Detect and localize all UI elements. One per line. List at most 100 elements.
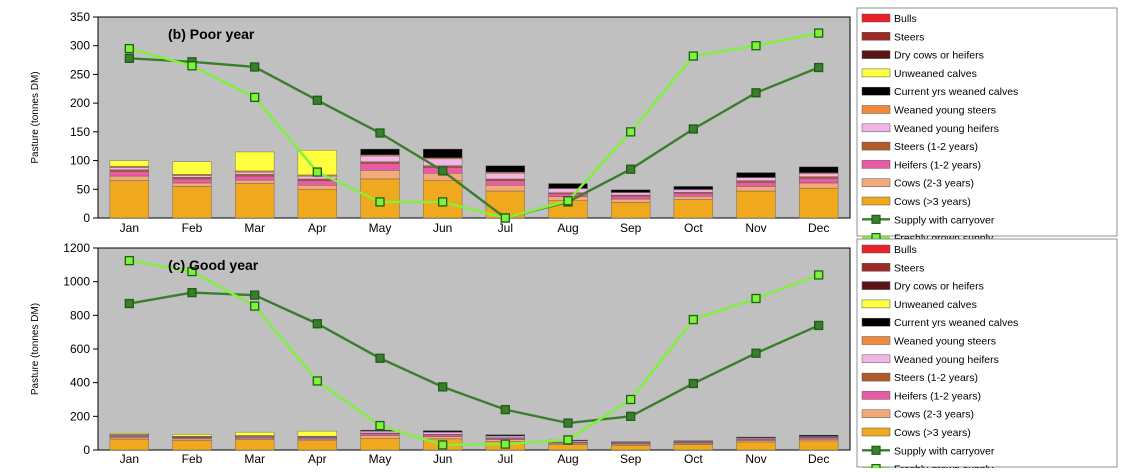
bar-steers-1-2-years: [799, 177, 838, 179]
bar-heifers-1-2-years: [361, 434, 400, 436]
point-freshly-grown-supply: [125, 45, 133, 53]
bar-current-yrs-weaned-calves: [361, 149, 400, 155]
y-tick-label: 800: [70, 308, 90, 322]
bar-cows-3-years: [611, 445, 650, 450]
bar-current-yrs-weaned-calves: [799, 435, 838, 436]
point-freshly-grown-supply: [188, 62, 196, 70]
legend-swatch: [862, 337, 890, 345]
bar-heifers-1-2-years: [361, 163, 400, 170]
legend-swatch: [862, 428, 890, 436]
point-freshly-grown-supply: [439, 198, 447, 206]
y-tick-label: 1200: [63, 241, 90, 255]
bar-current-yrs-weaned-calves: [674, 441, 713, 442]
bar-heifers-1-2-years: [110, 436, 149, 437]
legend-entry: Bulls: [894, 13, 917, 25]
bar-cows-2-3-years: [235, 438, 274, 439]
chart-title: (c) Good year: [168, 257, 259, 273]
y-tick-label: 150: [70, 125, 90, 139]
bar-unweaned-calves: [235, 152, 274, 171]
legend-entry: Cows (>3 years): [894, 196, 971, 208]
bar-steers-1-2-years: [235, 174, 274, 176]
bar-weaned-young-heifers: [674, 190, 713, 192]
legend-swatch: [862, 355, 890, 363]
point-supply-with-carryover: [627, 412, 635, 420]
legend-swatch: [862, 106, 890, 114]
y-tick-label: 100: [70, 154, 90, 168]
y-axis-label: Pasture (tonnes DM): [30, 71, 41, 163]
bar-weaned-young-heifers: [423, 432, 462, 434]
point-freshly-grown-supply: [376, 198, 384, 206]
bar-cows-2-3-years: [486, 185, 525, 191]
point-freshly-grown-supply: [815, 271, 823, 279]
bar-cows-3-years: [799, 188, 838, 218]
point-freshly-grown-supply: [815, 29, 823, 37]
bar-current-yrs-weaned-calves: [486, 435, 525, 436]
y-tick-label: 200: [70, 409, 90, 423]
bar-unweaned-calves: [110, 161, 149, 167]
point-supply-with-carryover: [815, 321, 823, 329]
point-freshly-grown-supply: [125, 257, 133, 265]
x-tick-label: Aug: [557, 221, 578, 235]
bar-cows-2-3-years: [611, 199, 650, 202]
point-freshly-grown-supply: [689, 316, 697, 324]
bar-current-yrs-weaned-calves: [737, 437, 776, 438]
bar-heifers-1-2-years: [486, 438, 525, 439]
legend-entry: Steers (1-2 years): [894, 372, 978, 384]
legend-entry: Cows (2-3 years): [894, 178, 974, 190]
bar-cows-3-years: [361, 438, 400, 450]
bar-unweaned-calves: [173, 162, 212, 175]
x-tick-label: Mar: [244, 221, 265, 235]
plot-area: [98, 248, 850, 450]
bar-cows-2-3-years: [298, 439, 337, 441]
point-freshly-grown-supply: [313, 377, 321, 385]
bar-cows-3-years: [298, 189, 337, 218]
bar-cows-2-3-years: [110, 437, 149, 439]
bar-heifers-1-2-years: [235, 176, 274, 180]
point-freshly-grown-supply: [689, 52, 697, 60]
point-supply-with-carryover: [752, 349, 760, 357]
point-supply-with-carryover: [251, 63, 259, 71]
x-tick-label: Apr: [308, 452, 327, 466]
point-supply-with-carryover: [501, 406, 509, 414]
bar-heifers-1-2-years: [423, 435, 462, 437]
bar-cows-2-3-years: [423, 437, 462, 439]
bar-weaned-young-heifers: [486, 173, 525, 179]
bar-weaned-young-heifers: [549, 189, 588, 193]
bar-heifers-1-2-years: [173, 179, 212, 183]
legend-swatch-marker: [872, 465, 880, 468]
point-freshly-grown-supply: [501, 440, 509, 448]
bar-unweaned-calves: [173, 434, 212, 436]
legend-entry: Freshly grown supply: [894, 464, 994, 468]
bar-unweaned-calves: [110, 433, 149, 434]
bar-cows-2-3-years: [173, 183, 212, 186]
legend-swatch: [862, 160, 890, 168]
point-supply-with-carryover: [439, 383, 447, 391]
x-tick-label: Jun: [433, 452, 452, 466]
bar-weaned-young-heifers: [486, 436, 525, 438]
bar-cows-2-3-years: [737, 186, 776, 191]
bar-cows-3-years: [110, 181, 149, 218]
bar-weaned-young-heifers: [235, 172, 274, 174]
bar-cows-3-years: [173, 440, 212, 450]
bar-cows-3-years: [235, 440, 274, 450]
bar-current-yrs-weaned-calves: [486, 166, 525, 172]
bar-current-yrs-weaned-calves: [423, 149, 462, 158]
x-tick-label: May: [369, 452, 392, 466]
x-tick-label: Sep: [620, 221, 642, 235]
x-tick-label: Aug: [557, 452, 578, 466]
point-supply-with-carryover: [376, 354, 384, 362]
bar-cows-3-years: [298, 441, 337, 450]
legend-entry: Steers: [894, 31, 924, 43]
bar-steers-1-2-years: [361, 162, 400, 164]
x-tick-label: Jul: [498, 221, 513, 235]
bar-heifers-1-2-years: [486, 181, 525, 186]
point-supply-with-carryover: [313, 320, 321, 328]
legend-swatch: [862, 179, 890, 187]
y-tick-label: 300: [70, 39, 90, 53]
bar-heifers-1-2-years: [298, 181, 337, 186]
